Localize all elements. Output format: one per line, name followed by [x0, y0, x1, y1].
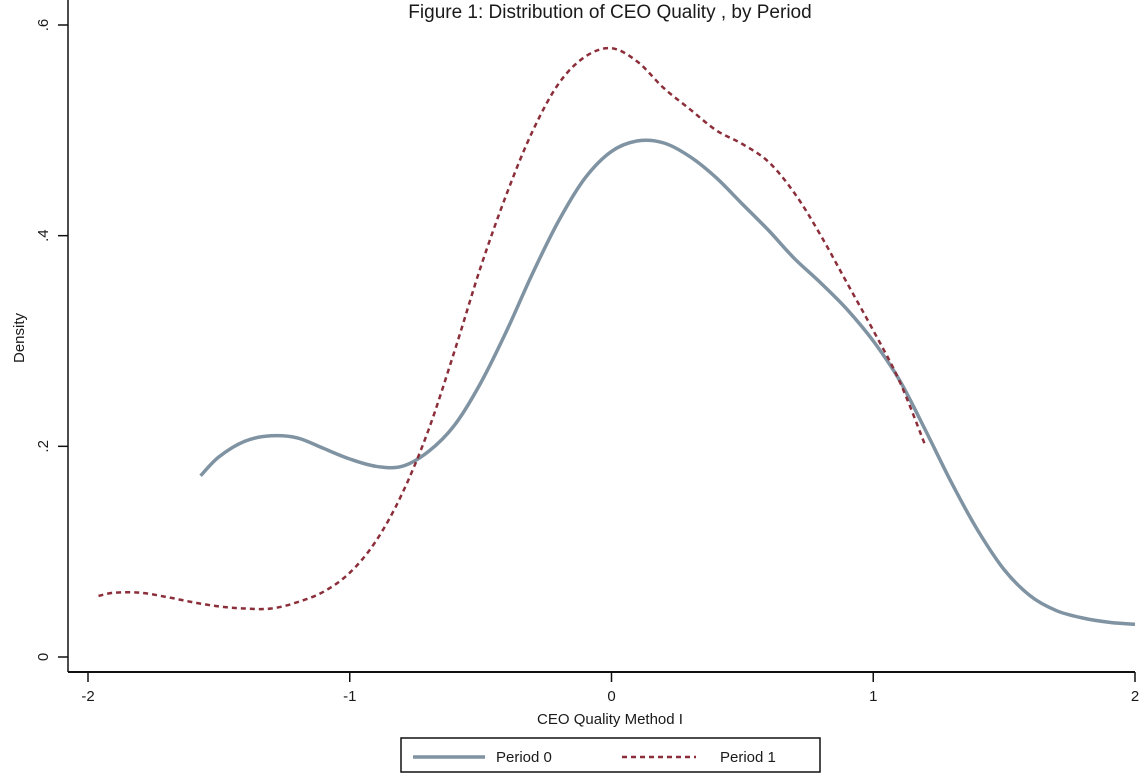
x-tick-label: 0: [607, 688, 615, 705]
y-axis-label: Density: [11, 312, 28, 363]
legend-box: [400, 737, 821, 773]
x-ticks: -2 -1 0 1 2: [81, 672, 1139, 705]
x-tick-label: -2: [81, 688, 94, 705]
x-axis-label: CEO Quality Method I: [537, 711, 683, 728]
y-tick-label: .2: [35, 440, 52, 453]
x-tick-label: -1: [343, 688, 356, 705]
x-tick-label: 1: [869, 688, 877, 705]
series-line-period-1: [98, 46, 927, 611]
legend-label-period-1: Period 1: [720, 749, 776, 766]
y-tick-label: .4: [35, 229, 52, 242]
chart-title: Figure 1: Distribution of CEO Quality , …: [408, 2, 811, 23]
y-ticks: 0 .2 .4 .6: [35, 19, 68, 661]
series-line-period-0: [199, 138, 1136, 627]
y-tick-label: 0: [35, 653, 52, 661]
legend-label-period-0: Period 0: [496, 749, 552, 766]
x-tick-label: 2: [1131, 688, 1139, 705]
legend: Period 0 Period 1: [400, 737, 821, 773]
y-tick-label: .6: [35, 19, 52, 32]
plot-area: -2 -1 0 1 2 0 .2 .4 .6: [35, 0, 1139, 705]
